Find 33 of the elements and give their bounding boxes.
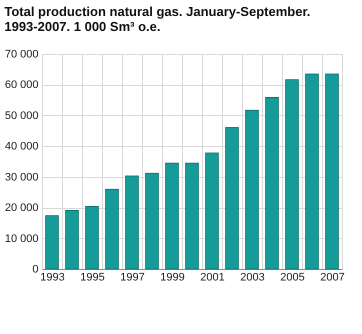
x-tick-label: 1993	[40, 272, 65, 284]
bar	[225, 127, 239, 270]
x-tick-label: 2003	[240, 272, 265, 284]
x-tick-label: 2001	[200, 272, 225, 284]
bar	[245, 110, 259, 270]
y-tick-label: 30 000	[4, 171, 38, 184]
bar	[305, 74, 319, 270]
y-tick-label: 40 000	[4, 140, 38, 153]
text: 1993-2007. 1 000 Sm³ o.e.	[4, 19, 160, 34]
bar	[125, 176, 139, 270]
bar	[145, 172, 159, 270]
bar	[325, 74, 339, 270]
x-tick-label: 2007	[320, 272, 345, 284]
bar	[205, 152, 219, 270]
bar	[185, 162, 199, 270]
x-tick-label: 1997	[120, 272, 145, 284]
bar	[45, 215, 59, 270]
bar	[285, 79, 299, 270]
x-tick-label: 1995	[80, 272, 105, 284]
bar	[265, 97, 279, 270]
bar	[85, 206, 99, 270]
y-tick-label: 20 000	[4, 202, 38, 214]
y-tick-label: 0	[32, 264, 38, 276]
y-tick-label: 50 000	[4, 110, 38, 122]
x-tick-label: 1999	[160, 272, 185, 284]
y-tick-label: 70 000	[4, 48, 38, 60]
bar	[105, 188, 119, 270]
bar	[65, 210, 79, 270]
text: Total production natural gas. January-September.	[4, 4, 310, 19]
y-tick-label: 10 000	[4, 232, 38, 245]
x-tick-label: 2005	[280, 272, 305, 284]
bar	[165, 162, 179, 270]
y-tick-label: 60 000	[4, 79, 38, 92]
